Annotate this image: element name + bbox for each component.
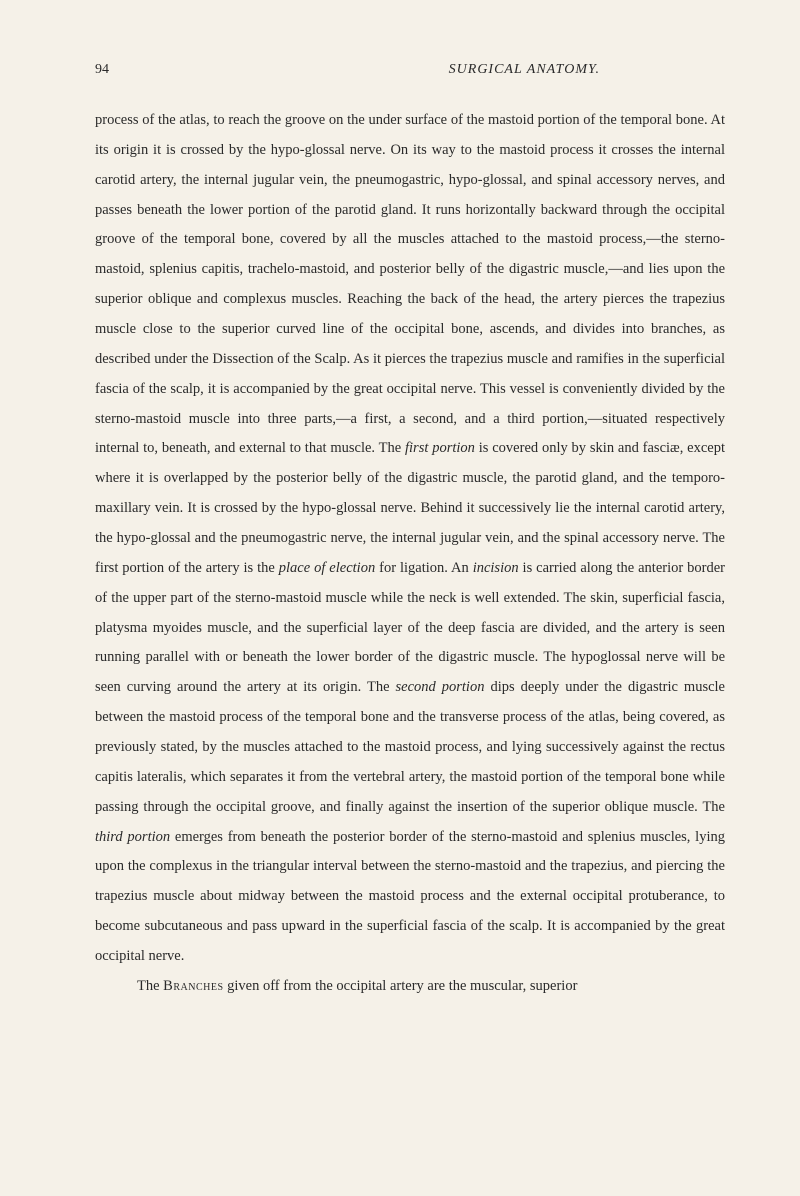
page-title: SURGICAL ANATOMY.: [449, 62, 600, 78]
text-segment: dips deeply under the digastric muscle b…: [95, 679, 725, 814]
italic-text: third portion: [95, 829, 170, 845]
text-segment: process of the atlas, to reach the groov…: [95, 112, 725, 456]
text-segment: The: [137, 978, 163, 994]
text-segment: is covered only by skin and fasciæ, exce…: [95, 440, 725, 575]
text-segment: for ligation. An: [375, 560, 472, 576]
italic-text: second portion: [396, 679, 485, 695]
paragraph-1: process of the atlas, to reach the groov…: [95, 106, 725, 972]
body-text: process of the atlas, to reach the groov…: [95, 106, 725, 1002]
small-caps-text: Branches: [163, 978, 223, 994]
page-number: 94: [95, 62, 109, 78]
italic-text: place of election: [279, 560, 375, 576]
page-header: 94 SURGICAL ANATOMY.: [95, 62, 725, 78]
italic-text: incision: [473, 560, 519, 576]
text-segment: is carried along the anterior border of …: [95, 560, 725, 695]
italic-text: first portion: [405, 440, 475, 456]
paragraph-2: The Branches given off from the occipita…: [95, 972, 725, 1002]
text-segment: emerges from beneath the posterior borde…: [95, 829, 725, 964]
text-segment: given off from the occipital artery are …: [224, 978, 578, 994]
